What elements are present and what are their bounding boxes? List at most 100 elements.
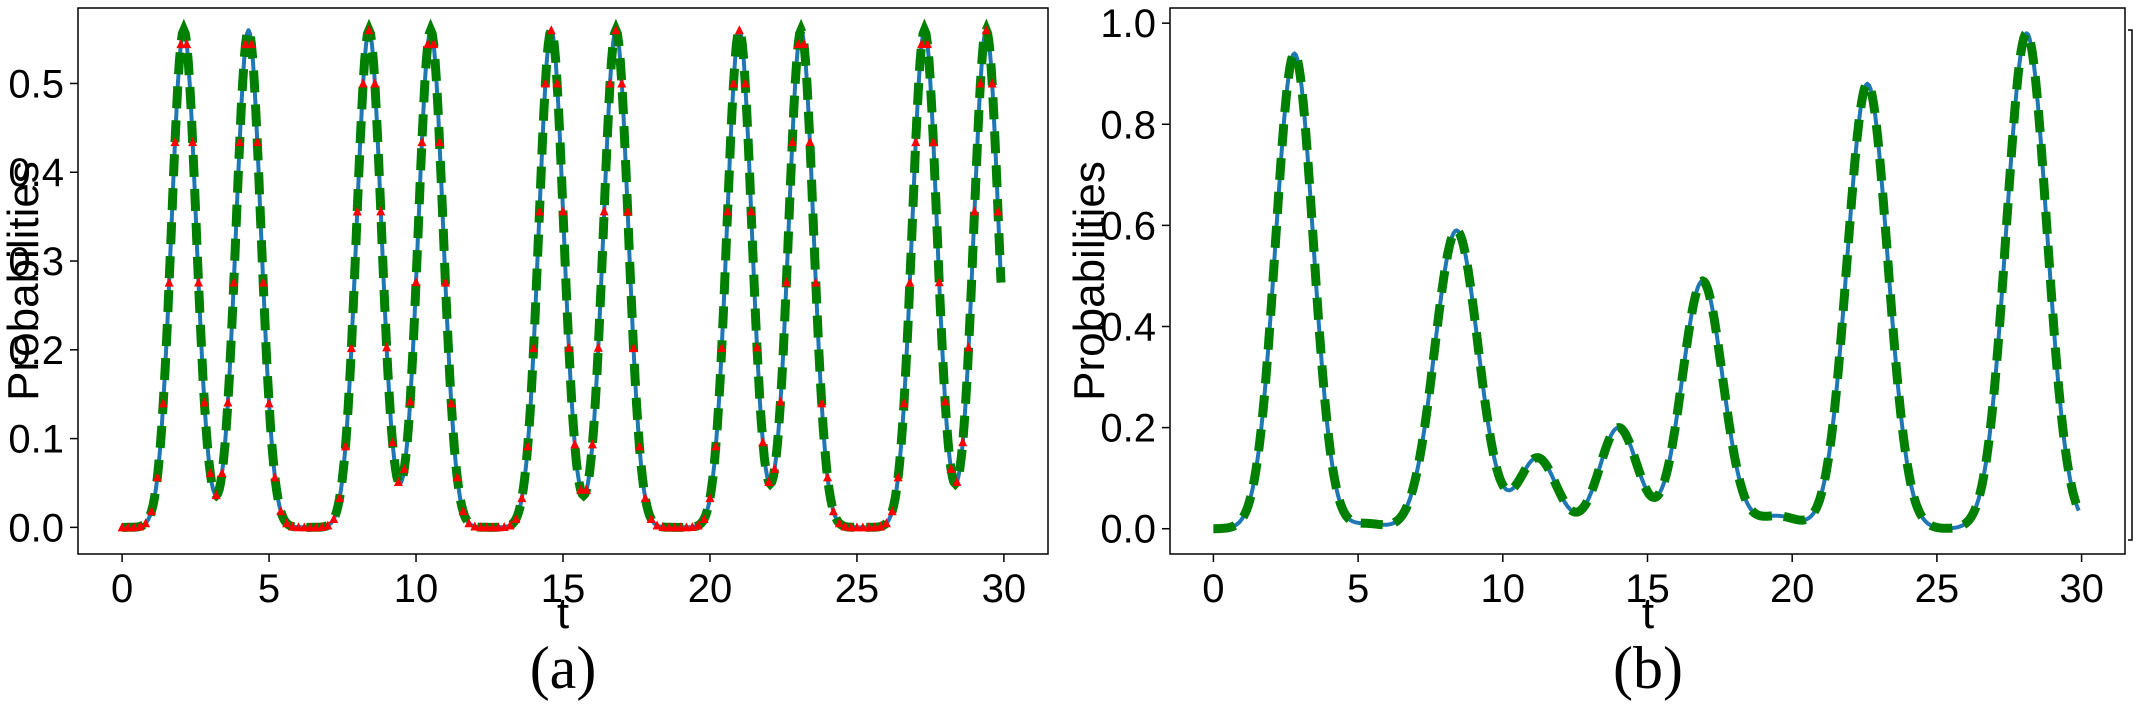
panel-a-triangle-marker: [828, 506, 838, 516]
panel-b-ticks: 0 5 10 15 20 25 30 0.0 0.2 0.4 0.6 0.8 1.0: [1100, 2, 2103, 611]
panel-a-triangle-marker: [652, 520, 662, 530]
panel-a-triangle-marker: [382, 342, 392, 352]
panel-b-y-tick-label: 0.8: [1100, 103, 1156, 147]
panel-a-triangle-marker: [734, 25, 744, 35]
panel-a-triangle-marker: [758, 437, 768, 447]
panel-a-triangle-marker: [881, 518, 891, 528]
panel-a-triangle-marker: [546, 25, 556, 35]
panel-a-triangle-marker: [393, 477, 403, 487]
panel-a-triangle-marker: [493, 522, 503, 532]
panel-a-triangle-marker: [211, 490, 221, 500]
panel-b-x-tick-label: 25: [1915, 567, 1960, 611]
panel-b-y-tick-label: 0.2: [1100, 407, 1156, 451]
panel-a-triangle-marker: [417, 137, 427, 147]
panel-b-y-tick-label: 0.6: [1100, 204, 1156, 248]
panel-a-triangle-marker: [623, 206, 633, 216]
panel-a-triangle-marker: [917, 39, 927, 49]
panel-a-triangle-marker: [146, 506, 156, 516]
panel-a-triangle-marker: [188, 137, 198, 147]
panel-a-triangle-marker: [505, 520, 515, 530]
panel-a-triangle-marker: [511, 513, 521, 523]
panel-b-x-tick-label: 20: [1770, 567, 1815, 611]
panel-a-triangle-marker: [776, 396, 786, 406]
panel-a-triangle-marker: [658, 522, 668, 532]
panel-a-triangle-marker: [199, 397, 209, 407]
panel-a-triangle-marker: [664, 522, 674, 532]
panel-a-triangle-marker: [987, 78, 997, 88]
panel-a-triangle-marker: [646, 513, 656, 523]
panel-b-y-axis-label: Probabilities: [1065, 161, 1114, 401]
panel-a-triangle-marker: [288, 521, 298, 531]
panel-a-triangle-marker: [693, 520, 703, 530]
panel-a-triangle-marker: [905, 277, 915, 287]
panel-a-triangle-marker: [323, 520, 333, 530]
panel-a-triangle-marker: [611, 25, 621, 35]
panel-b-x-axis-label: t: [1642, 589, 1654, 638]
panel-a-series-dashed-line: [122, 18, 1006, 532]
panel-a-triangle-marker: [370, 78, 380, 88]
panel-a-triangle-marker: [940, 396, 950, 406]
panel-a-triangle-marker: [435, 137, 445, 147]
panel-a-triangle-marker: [670, 522, 680, 532]
panel-a-triangle-marker: [893, 472, 903, 482]
panel-a-triangle-marker: [376, 206, 386, 216]
panel-a-triangle-marker: [264, 398, 274, 408]
panel-a-triangle-marker: [640, 493, 650, 503]
panel-a-label: (a): [530, 635, 597, 701]
panel-a-triangle-marker: [117, 522, 127, 532]
panel-a-triangle-marker: [517, 493, 527, 503]
right-edge-bracket: [2128, 29, 2133, 541]
panel-b-chart: 0 5 10 15 20 25 30 0.0 0.2 0.4 0.6 0.8 1.0 t Probabi…: [1065, 2, 2126, 701]
panel-a-triangle-marker: [975, 78, 985, 88]
panel-a-triangle-marker: [764, 477, 774, 487]
panel-a-triangle-marker: [482, 522, 492, 532]
panel-a-ticks: 0 5 10 15 20 25 30 0.0 0.1 0.2 0.3 0.4 0.5: [8, 62, 1026, 611]
panel-a-x-tick-label: 25: [835, 567, 880, 611]
panel-a-triangle-marker: [740, 78, 750, 88]
panel-a-triangle-marker: [899, 398, 909, 408]
panel-a-triangle-marker: [629, 343, 639, 353]
panel-a-triangle-marker: [205, 468, 215, 478]
panel-a-triangle-marker: [964, 342, 974, 352]
panel-a-triangle-marker: [599, 206, 609, 216]
panel-b-x-tick-label: 30: [2059, 567, 2104, 611]
panel-a-triangle-marker: [846, 522, 856, 532]
panel-a-triangle-marker: [787, 137, 797, 147]
panel-a-triangle-marker: [958, 437, 968, 447]
panel-b-y-tick-label: 0.4: [1100, 306, 1156, 350]
panel-a-triangle-marker: [470, 521, 480, 531]
panel-a-y-tick-label: 0.2: [8, 329, 64, 373]
panel-a-triangle-marker: [487, 522, 497, 532]
panel-a-x-tick-label: 30: [982, 567, 1027, 611]
panel-b-y-tick-label: 0.0: [1100, 508, 1156, 552]
panel-a-triangle-marker: [922, 39, 932, 49]
panel-a-triangle-marker: [864, 522, 874, 532]
panel-a-triangle-marker: [582, 484, 592, 494]
panel-a-triangle-marker: [770, 463, 780, 473]
panel-a-triangle-marker: [946, 463, 956, 473]
panel-a-triangle-marker: [852, 522, 862, 532]
panel-a-triangle-marker: [246, 39, 256, 49]
panel-a-y-axis-label: Probabilities: [0, 161, 48, 401]
panel-a-triangle-marker: [452, 472, 462, 482]
panel-a-triangle-marker: [529, 343, 539, 353]
panel-a-triangle-marker: [799, 39, 809, 49]
panel-a-triangle-marker: [817, 398, 827, 408]
panel-a-triangle-marker: [182, 39, 192, 49]
panel-a-x-axis-label: t: [557, 589, 569, 638]
panel-b-y-tick-label: 1.0: [1100, 2, 1156, 46]
panel-a-triangle-marker: [523, 441, 533, 451]
panel-a-triangle-marker: [593, 342, 603, 352]
panel-a-triangle-marker: [141, 518, 151, 528]
panel-a-triangle-marker: [276, 506, 286, 516]
panel-a-triangle-marker: [135, 521, 145, 531]
panel-a-triangle-marker: [446, 398, 456, 408]
panel-a-y-tick-label: 0.4: [8, 151, 64, 195]
panel-a-triangle-marker: [981, 25, 991, 35]
panel-a-triangle-marker: [429, 39, 439, 49]
panel-a-triangle-marker: [235, 137, 245, 147]
panel-a-triangle-marker: [717, 343, 727, 353]
panel-a-triangle-marker: [570, 439, 580, 449]
panel-a-triangle-marker: [217, 468, 227, 478]
panel-a-triangle-marker: [911, 137, 921, 147]
